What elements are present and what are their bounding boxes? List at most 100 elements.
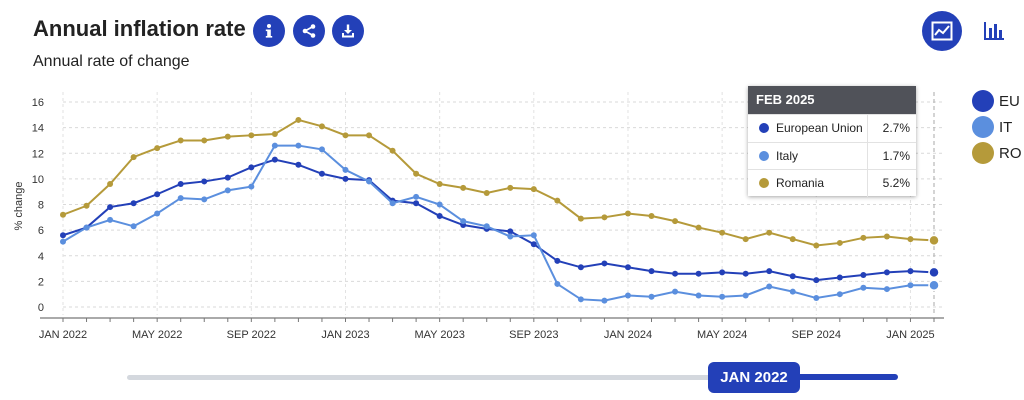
data-point-it bbox=[83, 224, 90, 231]
data-point-it bbox=[248, 183, 255, 190]
data-point-it bbox=[295, 142, 302, 149]
data-point-it bbox=[883, 286, 890, 293]
y-tick-label: 16 bbox=[32, 97, 44, 109]
data-point-ro bbox=[719, 229, 726, 236]
time-slider-track[interactable] bbox=[127, 375, 897, 380]
data-point-eu bbox=[836, 274, 843, 281]
data-point-eu bbox=[719, 269, 726, 276]
legend-swatch bbox=[972, 116, 994, 138]
data-point-ro bbox=[201, 137, 208, 144]
legend-item-it[interactable]: IT bbox=[972, 114, 1022, 140]
data-point-it bbox=[836, 291, 843, 298]
data-point-it bbox=[366, 178, 373, 185]
download-icon bbox=[342, 24, 354, 38]
data-point-ro bbox=[483, 189, 490, 196]
data-point-eu bbox=[318, 170, 325, 177]
data-point-it bbox=[928, 279, 940, 291]
data-point-it bbox=[413, 193, 420, 200]
data-point-eu bbox=[813, 277, 820, 284]
tooltip-title: FEB 2025 bbox=[748, 86, 916, 114]
data-point-it bbox=[530, 232, 537, 239]
data-point-it bbox=[201, 196, 208, 203]
inflation-line-chart: 0 2 4 6 8 10 12 14 16 JAN 2022 MAY 2022 SEP 2022 JAN… bbox=[13, 92, 944, 341]
series-line-it bbox=[62, 144, 934, 302]
data-point-eu bbox=[577, 264, 584, 271]
share-icon bbox=[302, 24, 316, 38]
legend-item-eu[interactable]: EU bbox=[972, 88, 1022, 114]
x-tick-label: JAN 2023 bbox=[321, 329, 369, 341]
y-tick-label: 14 bbox=[32, 123, 44, 135]
data-point-ro bbox=[130, 154, 137, 161]
tooltip-dot-ro bbox=[759, 178, 769, 189]
y-axis-label: % change bbox=[13, 182, 25, 231]
tooltip-value: 1.7% bbox=[867, 142, 916, 169]
data-point-it bbox=[154, 210, 161, 217]
data-point-ro bbox=[648, 213, 655, 220]
data-point-it bbox=[766, 283, 773, 290]
data-point-eu bbox=[789, 273, 796, 280]
data-point-ro bbox=[60, 211, 66, 218]
tooltip-value: 5.2% bbox=[867, 170, 916, 197]
data-point-ro bbox=[530, 186, 537, 193]
tooltip-dot-it bbox=[759, 150, 769, 161]
data-point-it bbox=[695, 292, 702, 299]
share-button[interactable] bbox=[293, 15, 325, 47]
data-point-ro bbox=[883, 233, 890, 240]
data-point-eu bbox=[271, 156, 278, 163]
data-point-eu bbox=[766, 268, 773, 275]
x-tick-label: JAN 2022 bbox=[39, 329, 87, 341]
series-line-ro bbox=[62, 118, 935, 247]
tooltip-name: Italy bbox=[776, 148, 799, 163]
data-point-eu bbox=[60, 232, 66, 239]
data-point-eu bbox=[224, 174, 231, 181]
legend-label: RO bbox=[999, 144, 1022, 162]
data-point-ro bbox=[601, 214, 608, 221]
x-tick-label: SEP 2024 bbox=[792, 329, 841, 341]
x-tick-label: SEP 2023 bbox=[509, 329, 558, 341]
data-point-it bbox=[907, 282, 914, 289]
data-point-ro bbox=[107, 181, 114, 187]
data-point-eu bbox=[107, 204, 114, 211]
data-point-eu bbox=[742, 270, 749, 277]
data-point-ro bbox=[907, 236, 914, 243]
y-tick-label: 2 bbox=[38, 276, 44, 288]
legend-label: IT bbox=[999, 118, 1013, 136]
line-view-button[interactable] bbox=[922, 11, 962, 51]
data-point-eu bbox=[624, 264, 631, 271]
legend-item-ro[interactable]: RO bbox=[972, 140, 1022, 166]
data-point-it bbox=[130, 223, 137, 230]
data-point-ro bbox=[836, 239, 843, 246]
y-tick-label: 4 bbox=[38, 251, 44, 263]
data-point-ro bbox=[577, 215, 584, 222]
x-tick-label: MAY 2022 bbox=[132, 329, 182, 341]
data-point-ro bbox=[295, 116, 302, 123]
data-point-ro bbox=[554, 197, 561, 204]
data-point-ro bbox=[224, 133, 231, 140]
data-point-ro bbox=[672, 218, 679, 225]
time-slider-range[interactable] bbox=[790, 374, 898, 380]
data-point-it bbox=[389, 200, 396, 207]
data-point-eu bbox=[436, 213, 443, 220]
tooltip: FEB 2025 European Union 2.7% Italy 1.7% … bbox=[748, 86, 916, 197]
chart-title: Annual inflation rate bbox=[33, 16, 246, 41]
data-point-ro bbox=[248, 132, 255, 139]
download-button[interactable] bbox=[332, 15, 364, 47]
bar-view-button[interactable] bbox=[980, 17, 1008, 45]
data-point-ro bbox=[928, 234, 940, 247]
data-point-ro bbox=[318, 123, 325, 130]
data-point-ro bbox=[695, 224, 702, 231]
data-point-ro bbox=[83, 202, 90, 209]
data-point-ro bbox=[389, 147, 396, 154]
data-point-ro bbox=[507, 184, 514, 191]
data-point-it bbox=[507, 233, 514, 240]
data-point-ro bbox=[177, 137, 184, 144]
time-slider-handle[interactable]: JAN 2022 bbox=[708, 362, 800, 393]
legend-label: EU bbox=[999, 92, 1020, 110]
data-point-ro bbox=[342, 132, 349, 139]
tooltip-dot-eu bbox=[759, 123, 769, 134]
data-point-eu bbox=[601, 260, 608, 267]
data-point-ro bbox=[460, 184, 467, 191]
info-button[interactable] bbox=[253, 15, 285, 47]
y-tick-label: 10 bbox=[32, 174, 44, 186]
chart-subtitle: Annual rate of change bbox=[33, 53, 190, 70]
